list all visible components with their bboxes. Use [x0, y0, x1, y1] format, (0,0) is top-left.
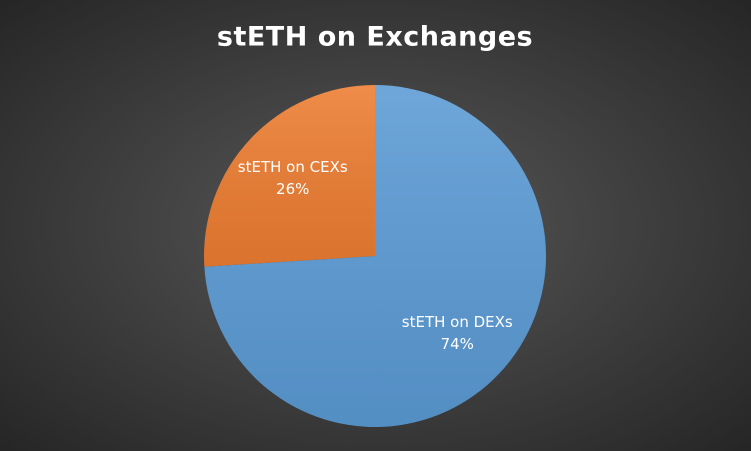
chart-title: stETH on Exchanges — [217, 22, 533, 53]
slice-value: 74% — [441, 335, 474, 353]
slice-shade — [204, 85, 375, 267]
slice-category: stETH on CEXs — [238, 158, 348, 176]
slice-category: stETH on DEXs — [402, 313, 513, 331]
slice-shade — [204, 85, 546, 427]
slice-value: 26% — [276, 180, 309, 198]
